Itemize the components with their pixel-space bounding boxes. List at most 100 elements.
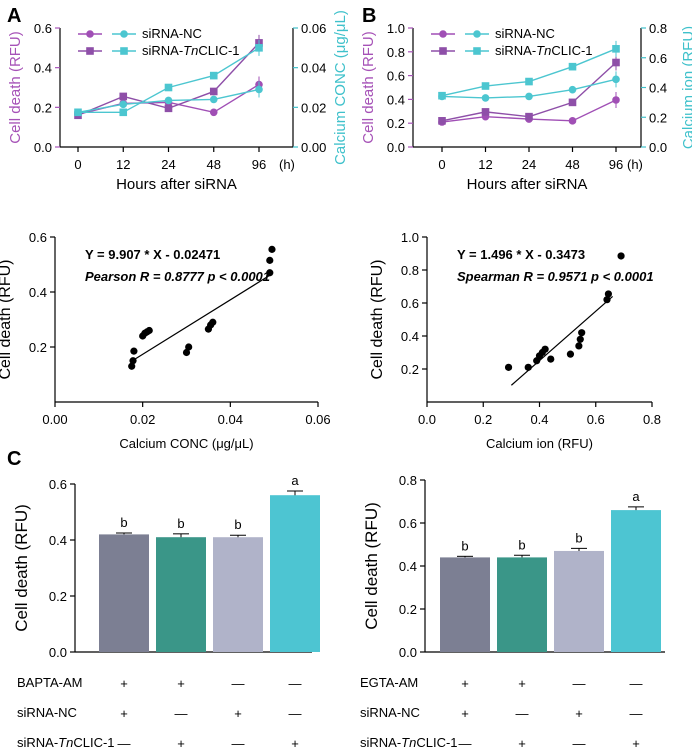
line-chart-b-ytick-label: 0.8 — [387, 45, 405, 60]
bar-chart-egta-treatment-label: siRNA-NC — [360, 705, 420, 720]
scatter-b-scatter-point — [604, 290, 613, 298]
bar-chart-bapta-significance-letter: b — [234, 517, 241, 532]
line-chart-a-legend-marker — [120, 30, 128, 38]
bar-chart-egta-significance-letter: b — [575, 530, 582, 545]
panel-label-c: C — [7, 448, 21, 470]
scatter-b-y-title: Cell death (RFU) — [369, 259, 386, 379]
bar-chart-bapta-treatment-sign: + — [120, 676, 128, 691]
line-chart-b-y2tick-label: 0.2 — [649, 110, 667, 125]
line-chart-b-y-title-group: Cell death (RFU) — [360, 31, 377, 144]
line-chart-a-ytick-label: 0.0 — [34, 140, 52, 155]
bar-chart-egta-treatment-label: siRNA-TnCLIC-1 — [360, 735, 458, 750]
line-chart-b-data-point — [568, 62, 577, 71]
line-chart-b-y2tick-label: 0.0 — [649, 140, 667, 155]
line-chart-b-legend-marker — [439, 30, 447, 38]
scatter-b-scatter-point — [566, 350, 575, 358]
bar-chart-egta-ytick-label: 0.8 — [399, 473, 417, 488]
line-chart-a-data-point — [164, 96, 173, 105]
line-chart-a-y-title: Cell death (RFU) — [7, 31, 24, 144]
bar-chart-bapta-significance-letter: b — [120, 515, 127, 530]
line-chart-b-xtick-label: 0 — [438, 157, 445, 172]
scatter-a-scatter-point — [145, 326, 153, 335]
line-chart-b-data-point — [568, 117, 577, 125]
scatter-b-scatter-point — [576, 335, 584, 343]
bar-chart-bapta-bar — [213, 537, 263, 652]
bar-chart-bapta-treatment-sign: — — [232, 736, 245, 751]
scatter-b-xtick-label: 0.2 — [474, 412, 492, 427]
scatter-a-scatter-point — [266, 256, 274, 264]
bar-chart-bapta-treatment-sign: + — [177, 736, 185, 751]
line-chart-a-xtick-label: 12 — [116, 157, 130, 172]
bar-chart-egta-treatment-sign: + — [632, 736, 640, 751]
line-chart-a-data-point — [119, 92, 128, 101]
line-chart-b-data-point — [438, 91, 446, 100]
scatter-a-xtick-label: 0.00 — [42, 412, 67, 427]
line-chart-a-data-point — [119, 100, 128, 109]
scatter-b-ytick-label: 0.8 — [401, 263, 419, 278]
bar-chart-egta-treatment-sign: + — [461, 676, 469, 691]
bar-chart-bapta-treatment-label: BAPTA-AM — [17, 675, 83, 690]
bar-chart-bapta-bar — [156, 537, 206, 652]
bar-chart-egta-treatment-sign: + — [461, 706, 469, 721]
line-chart-b-data-point — [481, 108, 490, 116]
line-chart-b-ytick-label: 0.4 — [387, 92, 405, 107]
line-chart-a-xtick-label: 96 — [252, 157, 266, 172]
bar-chart-egta-treatment-sign: + — [575, 706, 583, 721]
scatter-a-xtick-label: 0.02 — [130, 412, 155, 427]
bar-chart-egta-treatment-label: EGTA-AM — [360, 675, 418, 690]
scatter-b-statistic: Spearman R = 0.9571 p < 0.0001 — [457, 269, 654, 284]
line-chart-b-data-point — [612, 75, 620, 84]
bar-chart-bapta-bar — [270, 495, 320, 652]
bar-chart-bapta-treatment-sign: — — [118, 736, 131, 751]
line-chart-b-y2-title: Calcium ion (RFU) — [680, 26, 692, 149]
line-chart-b-x-unit: (h) — [627, 157, 643, 172]
scatter-b-scatter-point — [617, 252, 625, 260]
line-chart-a-legend-marker — [86, 47, 94, 55]
line-chart-a-y2-title-group: Calcium CONC (μg/μL) — [332, 10, 349, 165]
line-chart-b-y-title: Cell death (RFU) — [360, 31, 377, 144]
scatter-a-ytick-label: 0.4 — [29, 285, 47, 300]
line-chart-a-data-point — [119, 108, 128, 117]
scatter-b-xtick-label: 0.6 — [587, 412, 605, 427]
scatter-b-scatter-point — [575, 342, 583, 350]
line-chart-a-data-point — [255, 85, 263, 94]
bar-chart-egta-treatment-sign: — — [516, 706, 529, 721]
scatter-a-scatter-point — [182, 348, 191, 357]
panel-label-a: A — [7, 5, 21, 27]
scatter-b-fit-line — [510, 295, 614, 386]
line-chart-a-data-point — [209, 87, 218, 96]
line-chart-b-xtick-label: 96 — [609, 157, 623, 172]
scatter-b-y-title-group: Cell death (RFU) — [369, 259, 386, 379]
bar-chart-bapta-treatment-label: siRNA-TnCLIC-1 — [17, 735, 115, 750]
bar-chart-bapta-significance-letter: a — [291, 473, 299, 488]
scatter-a-statistic: Pearson R = 0.8777 p < 0.0001 — [85, 269, 270, 284]
scatter-b-scatter-point — [541, 345, 549, 353]
bar-chart-egta-treatment-sign: — — [573, 736, 586, 751]
bar-chart-egta-significance-letter: a — [632, 489, 640, 504]
line-chart-b-data-point — [525, 112, 533, 121]
line-chart-b-xtick-label: 24 — [522, 157, 536, 172]
bar-chart-egta-ytick-label: 0.6 — [399, 516, 417, 531]
line-chart-a-legend-label: siRNA-NC — [142, 26, 202, 41]
scatter-b-xtick-label: 0.8 — [643, 412, 661, 427]
line-chart-b-data-point — [612, 58, 620, 67]
line-chart-a-y2tick-label: 0.00 — [301, 140, 326, 155]
bar-chart-bapta-y-title-group: Cell death (RFU) — [12, 504, 31, 632]
bar-chart-bapta-ytick-label: 0.6 — [49, 477, 67, 492]
bar-chart-bapta-ytick-label: 0.4 — [49, 533, 67, 548]
line-chart-a-xtick-label: 0 — [74, 157, 81, 172]
line-chart-b-legend-marker — [473, 47, 481, 55]
line-chart-b-data-point — [481, 82, 490, 90]
line-chart-b-xtick-label: 48 — [565, 157, 579, 172]
line-chart-b-ytick-label: 0.6 — [387, 69, 405, 84]
bar-chart-egta-treatment-sign: — — [459, 736, 472, 751]
line-chart-b-y2-title-group: Calcium ion (RFU) — [680, 26, 692, 149]
bar-chart-bapta-ytick-label: 0.2 — [49, 589, 67, 604]
scatter-a-scatter-point — [185, 343, 193, 351]
scatter-a-scatter-point — [266, 269, 274, 277]
line-chart-b-data-point — [568, 85, 577, 94]
bar-chart-bapta-treatment-sign: — — [232, 676, 245, 691]
line-chart-b-ytick-label: 0.2 — [387, 116, 405, 131]
line-chart-b-y2tick-label: 0.4 — [649, 81, 667, 96]
